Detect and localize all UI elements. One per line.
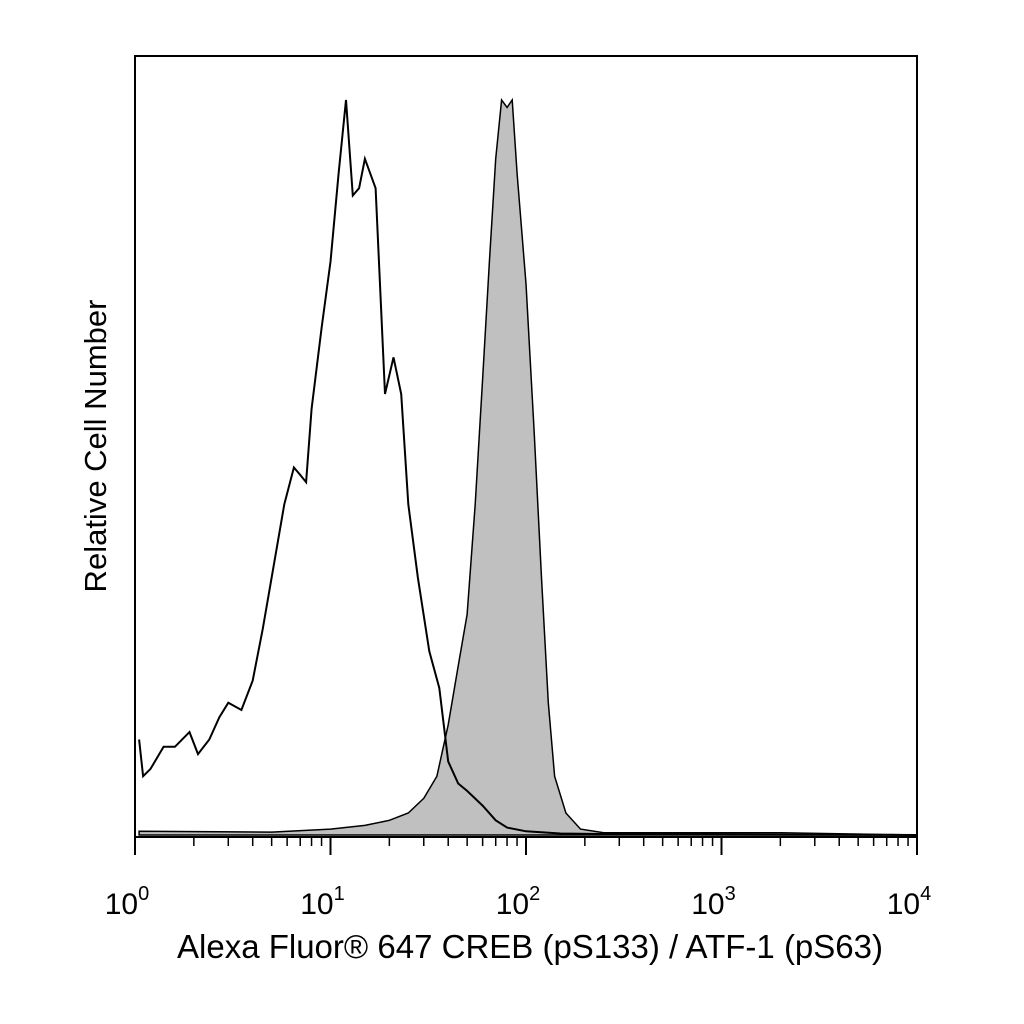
x-tick-label-exponent: 3 [725,883,736,905]
series-layer [138,97,918,836]
x-tick-label-base: 10 [887,888,920,921]
x-tick-label-base: 10 [300,888,333,921]
x-tick-label-exponent: 4 [920,883,931,905]
x-tick-label: 104 [887,883,932,921]
y-axis-title: Relative Cell Number [78,300,113,593]
series-filled-histogram [138,97,918,836]
x-axis: 100 101 102 103 104 [105,837,932,921]
x-axis-title: Alexa Fluor® 647 CREB (pS133) / ATF-1 (p… [177,928,883,965]
x-tick-label: 100 [105,883,150,921]
x-tick-label-base: 10 [691,888,724,921]
x-tick-label-base: 10 [105,888,138,921]
series-outline-histogram [138,99,918,836]
x-tick-label-base: 10 [496,888,529,921]
x-tick-label-exponent: 1 [334,883,345,905]
x-tick-label-exponent: 2 [529,883,540,905]
x-tick-label: 102 [496,883,541,921]
x-tick-label-exponent: 0 [138,883,149,905]
x-tick-label: 101 [300,883,345,921]
x-tick-label: 103 [691,883,736,921]
